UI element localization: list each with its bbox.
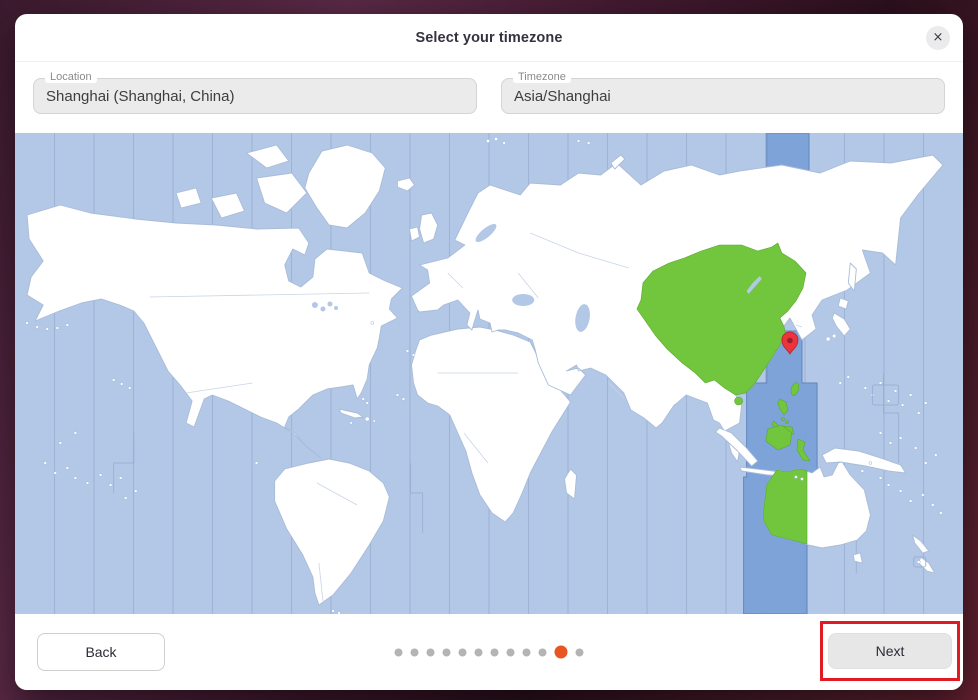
world-map-svg	[15, 133, 963, 614]
country-borders	[149, 232, 803, 602]
page-dot	[458, 648, 467, 656]
back-button[interactable]: Back	[37, 633, 165, 671]
page-dot	[426, 648, 435, 656]
page-indicator	[394, 645, 584, 659]
inland-waters	[311, 223, 762, 332]
page-dot	[490, 648, 499, 656]
annotation-highlight-box: Next	[820, 621, 960, 681]
timezone-field[interactable]: Timezone Asia/Shanghai	[501, 71, 945, 114]
location-pin-icon	[781, 331, 799, 355]
dialog-header: Select your timezone ×	[15, 14, 963, 62]
location-field-value: Shanghai (Shanghai, China)	[46, 87, 235, 105]
page-dot	[394, 648, 403, 656]
location-field-label: Location	[45, 71, 97, 83]
page-dot	[474, 648, 483, 656]
island-dots	[25, 139, 943, 614]
page-dot	[575, 648, 584, 656]
world-map[interactable]	[15, 133, 963, 614]
close-icon[interactable]: ×	[926, 26, 950, 50]
page-title: Select your timezone	[415, 29, 563, 46]
highlighted-region-green	[636, 242, 811, 545]
page-dot	[442, 648, 451, 656]
dialog-footer: Back Next	[15, 614, 963, 690]
page-dot	[522, 648, 531, 656]
timezone-dialog: Select your timezone × Location Shanghai…	[15, 14, 963, 690]
timezone-field-value: Asia/Shanghai	[514, 87, 611, 105]
next-button[interactable]: Next	[828, 633, 952, 669]
page-dot	[410, 648, 419, 656]
page-dot-active	[554, 645, 568, 659]
timezone-field-label: Timezone	[513, 71, 571, 83]
page-dot	[506, 648, 515, 656]
page-dot	[538, 648, 547, 656]
fields-row: Location Shanghai (Shanghai, China) Time…	[15, 62, 963, 133]
location-field[interactable]: Location Shanghai (Shanghai, China)	[33, 71, 477, 114]
continents	[26, 137, 944, 606]
